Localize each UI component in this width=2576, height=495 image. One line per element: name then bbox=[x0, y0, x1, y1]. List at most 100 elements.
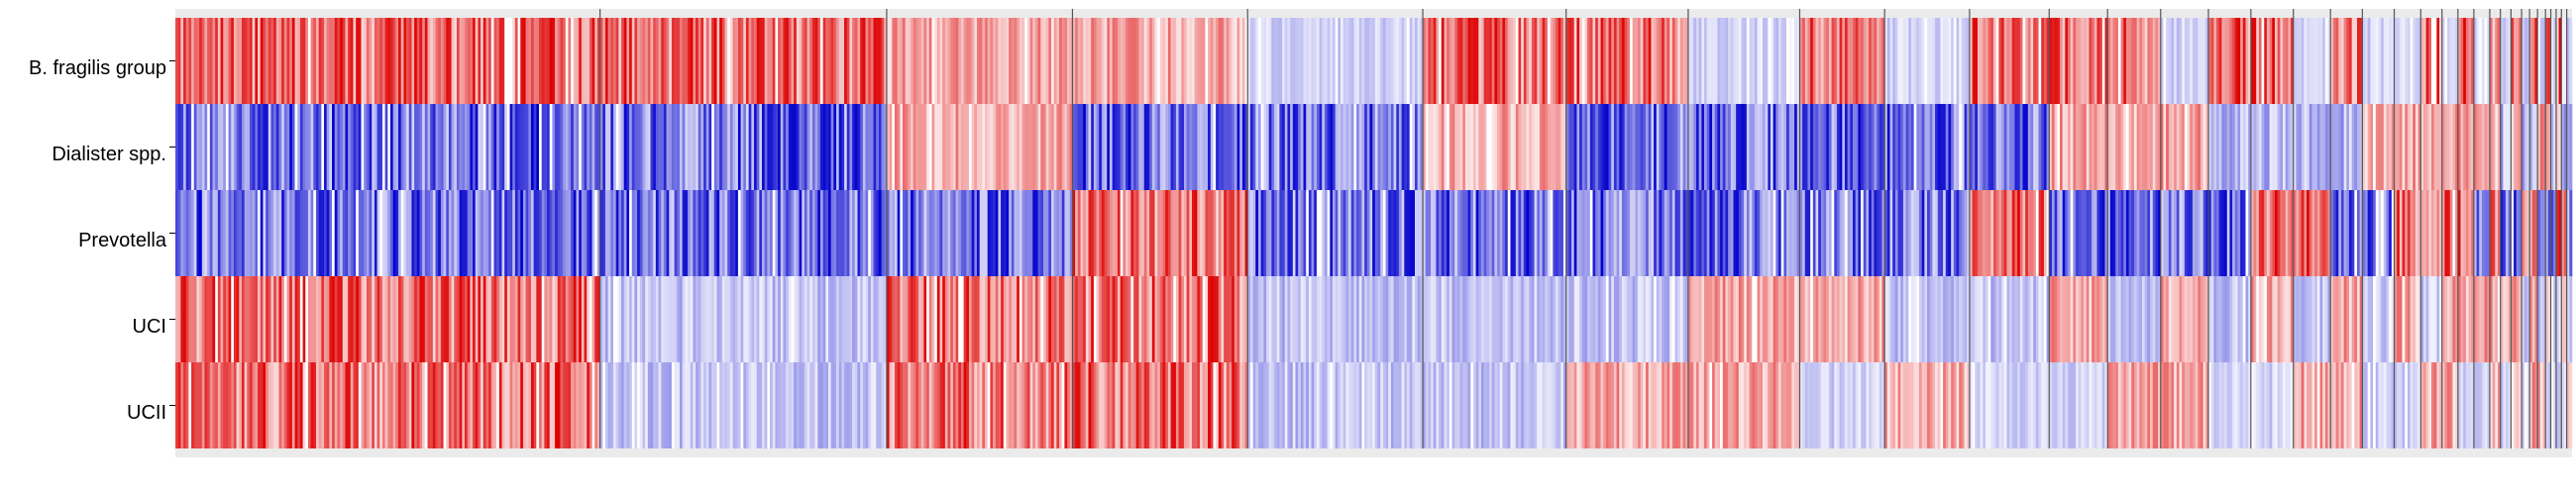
heatmap-cell bbox=[374, 276, 377, 362]
heatmap-cell bbox=[273, 18, 277, 104]
heatmap-cell bbox=[324, 18, 328, 104]
heatmap-cell bbox=[1513, 190, 1517, 276]
heatmap-cell bbox=[987, 362, 991, 448]
heatmap-cell bbox=[1828, 18, 1832, 104]
heatmap-cell bbox=[345, 190, 349, 276]
heatmap-cell bbox=[2330, 190, 2334, 276]
heatmap-cell bbox=[1472, 276, 1476, 362]
heatmap-cell bbox=[1126, 104, 1129, 190]
heatmap-cell bbox=[369, 190, 373, 276]
heatmap-cell bbox=[1959, 190, 1963, 276]
heatmap-cell bbox=[2335, 362, 2339, 448]
heatmap-cell bbox=[727, 18, 731, 104]
heatmap-cell bbox=[1350, 18, 1354, 104]
heatmap-cell bbox=[2003, 276, 2007, 362]
heatmap-cell bbox=[693, 104, 697, 190]
heatmap-cell bbox=[2224, 18, 2228, 104]
heatmap-cell bbox=[2288, 104, 2292, 190]
heatmap-cell bbox=[268, 190, 271, 276]
heatmap-cell bbox=[201, 190, 205, 276]
heatmap-cell bbox=[1470, 104, 1474, 190]
heatmap-cell bbox=[1632, 362, 1636, 448]
heatmap-cell bbox=[2394, 104, 2398, 190]
heatmap-cell bbox=[1701, 190, 1705, 276]
heatmap-cell bbox=[1722, 190, 1726, 276]
heatmap-cell bbox=[1677, 362, 1681, 448]
heatmap-cell bbox=[1382, 362, 1386, 448]
heatmap-cell bbox=[2455, 362, 2459, 448]
heatmap-cell bbox=[581, 362, 585, 448]
heatmap-cell bbox=[522, 276, 526, 362]
heatmap-cell bbox=[2542, 104, 2546, 190]
heatmap-cell bbox=[2049, 104, 2053, 190]
heatmap-cell bbox=[1034, 18, 1038, 104]
heatmap-cell bbox=[1916, 276, 1920, 362]
heatmap-cell bbox=[1300, 276, 1304, 362]
heatmap-cell bbox=[2070, 18, 2074, 104]
heatmap-cell bbox=[653, 362, 657, 448]
heatmap-cell bbox=[1456, 190, 1460, 276]
heatmap-cell bbox=[966, 190, 970, 276]
heatmap-cell bbox=[2017, 362, 2021, 448]
heatmap-cell bbox=[268, 104, 271, 190]
heatmap-cell bbox=[1847, 104, 1851, 190]
heatmap-cell bbox=[2081, 362, 2085, 448]
heatmap-cell bbox=[1266, 104, 1270, 190]
heatmap-cell bbox=[1159, 190, 1163, 276]
heatmap-cell bbox=[2296, 104, 2300, 190]
heatmap-cell bbox=[2261, 18, 2265, 104]
heatmap-cell bbox=[1853, 190, 1857, 276]
heatmap-cell bbox=[844, 190, 848, 276]
heatmap-cell bbox=[610, 190, 614, 276]
heatmap-cell bbox=[430, 104, 434, 190]
heatmap-cell bbox=[1409, 362, 1413, 448]
heatmap-cell bbox=[1786, 18, 1790, 104]
heatmap-cell bbox=[2192, 18, 2196, 104]
heatmap-cell bbox=[2041, 104, 2045, 190]
heatmap-cell bbox=[2389, 276, 2393, 362]
heatmap-cell bbox=[2449, 104, 2453, 190]
heatmap-cell bbox=[1330, 362, 1334, 448]
heatmap-cell bbox=[1236, 362, 1240, 448]
heatmap-cell bbox=[552, 190, 556, 276]
heatmap-cell bbox=[1995, 18, 1999, 104]
heatmap-cell bbox=[2288, 18, 2292, 104]
heatmap-cell bbox=[2441, 276, 2445, 362]
heatmap-cell bbox=[1701, 276, 1705, 362]
heatmap-cell bbox=[1671, 190, 1675, 276]
heatmap-cell bbox=[1064, 104, 1068, 190]
heatmap-cell bbox=[1772, 276, 1776, 362]
heatmap-cell bbox=[796, 362, 800, 448]
heatmap-cell bbox=[1109, 104, 1113, 190]
heatmap-cell bbox=[2327, 104, 2331, 190]
heatmap-cell bbox=[467, 18, 471, 104]
heatmap-cell bbox=[1627, 276, 1631, 362]
heatmap-cell bbox=[2526, 362, 2530, 448]
heatmap-cell bbox=[2022, 276, 2026, 362]
heatmap-cell bbox=[196, 190, 200, 276]
heatmap-cell bbox=[2399, 104, 2403, 190]
heatmap-cell bbox=[971, 362, 975, 448]
heatmap-cell bbox=[688, 276, 692, 362]
heatmap-cell bbox=[1149, 18, 1153, 104]
heatmap-cell bbox=[2184, 276, 2188, 362]
heatmap-cell bbox=[1034, 104, 1038, 190]
heatmap-cell bbox=[2101, 190, 2105, 276]
heatmap-cell bbox=[1842, 104, 1846, 190]
heatmap-cell bbox=[1746, 104, 1750, 190]
heatmap-cell bbox=[1858, 362, 1862, 448]
heatmap-cell bbox=[2444, 104, 2448, 190]
heatmap-cell bbox=[1260, 104, 1264, 190]
heatmap-cell bbox=[2291, 362, 2295, 448]
heatmap-cell bbox=[1462, 18, 1466, 104]
heatmap-cell bbox=[258, 104, 262, 190]
heatmap-cell bbox=[1194, 276, 1198, 362]
heatmap-cell bbox=[560, 190, 564, 276]
heatmap-cell bbox=[2258, 276, 2262, 362]
heatmap-cell bbox=[2481, 190, 2485, 276]
heatmap-cell bbox=[539, 362, 543, 448]
heatmap-cell bbox=[1967, 362, 1971, 448]
heatmap-cell bbox=[568, 276, 572, 362]
heatmap-cell bbox=[1229, 362, 1233, 448]
heatmap-cell bbox=[1722, 362, 1726, 448]
